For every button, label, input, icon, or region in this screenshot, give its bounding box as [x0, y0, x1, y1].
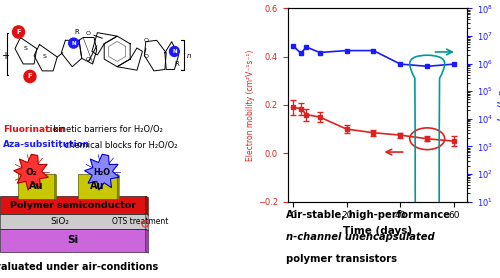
Polygon shape — [146, 214, 148, 231]
Y-axis label: Electron mobility (cm²V⁻¹s⁻¹): Electron mobility (cm²V⁻¹s⁻¹) — [246, 49, 255, 161]
Polygon shape — [14, 154, 48, 190]
Text: : chemical blocks for H₂O/O₂: : chemical blocks for H₂O/O₂ — [58, 140, 177, 149]
Text: H₂O: H₂O — [94, 168, 110, 177]
Text: +: + — [1, 51, 9, 61]
Text: Si: Si — [68, 235, 78, 245]
Text: F: F — [16, 29, 21, 35]
Polygon shape — [117, 174, 119, 200]
FancyBboxPatch shape — [78, 174, 117, 199]
Text: Evaluated under air-conditions: Evaluated under air-conditions — [0, 262, 158, 272]
FancyBboxPatch shape — [0, 229, 146, 252]
Text: Air-stable, high-performance: Air-stable, high-performance — [286, 210, 450, 220]
Text: O: O — [144, 38, 148, 43]
Text: S: S — [24, 46, 28, 51]
Text: n-channel unencapsulated: n-channel unencapsulated — [286, 232, 434, 242]
Text: Au: Au — [29, 181, 43, 191]
Polygon shape — [146, 229, 148, 253]
Text: polymer transistors: polymer transistors — [286, 254, 397, 264]
Text: Polymer semiconductor: Polymer semiconductor — [10, 200, 136, 210]
Polygon shape — [84, 154, 119, 190]
Text: O: O — [86, 57, 91, 62]
Circle shape — [170, 46, 179, 56]
Text: : kinetic barriers for H₂O/O₂: : kinetic barriers for H₂O/O₂ — [48, 125, 162, 134]
Circle shape — [12, 26, 24, 38]
Text: O: O — [144, 54, 148, 59]
Text: S: S — [43, 54, 47, 59]
Y-axis label: $I_{on}/I_{off}$: $I_{on}/I_{off}$ — [496, 88, 500, 122]
Text: R: R — [175, 61, 180, 67]
Text: R: R — [74, 29, 78, 35]
Text: Fluorination: Fluorination — [2, 125, 65, 134]
FancyBboxPatch shape — [0, 196, 146, 214]
Text: N: N — [172, 49, 176, 54]
Text: Aza-subsititution: Aza-subsititution — [2, 140, 90, 149]
Text: n: n — [186, 53, 191, 59]
Circle shape — [24, 70, 36, 83]
Text: Au: Au — [90, 181, 104, 191]
X-axis label: Time (days): Time (days) — [343, 226, 412, 236]
FancyBboxPatch shape — [18, 174, 54, 199]
Circle shape — [68, 38, 78, 48]
Polygon shape — [146, 196, 148, 216]
Polygon shape — [54, 174, 56, 200]
Text: N: N — [72, 41, 76, 46]
FancyBboxPatch shape — [0, 214, 146, 229]
Text: O: O — [86, 31, 91, 36]
Text: F: F — [28, 73, 32, 80]
Text: OTS treatment: OTS treatment — [112, 217, 168, 226]
Text: O₂: O₂ — [26, 168, 37, 177]
Text: SiO₂: SiO₂ — [50, 217, 70, 226]
